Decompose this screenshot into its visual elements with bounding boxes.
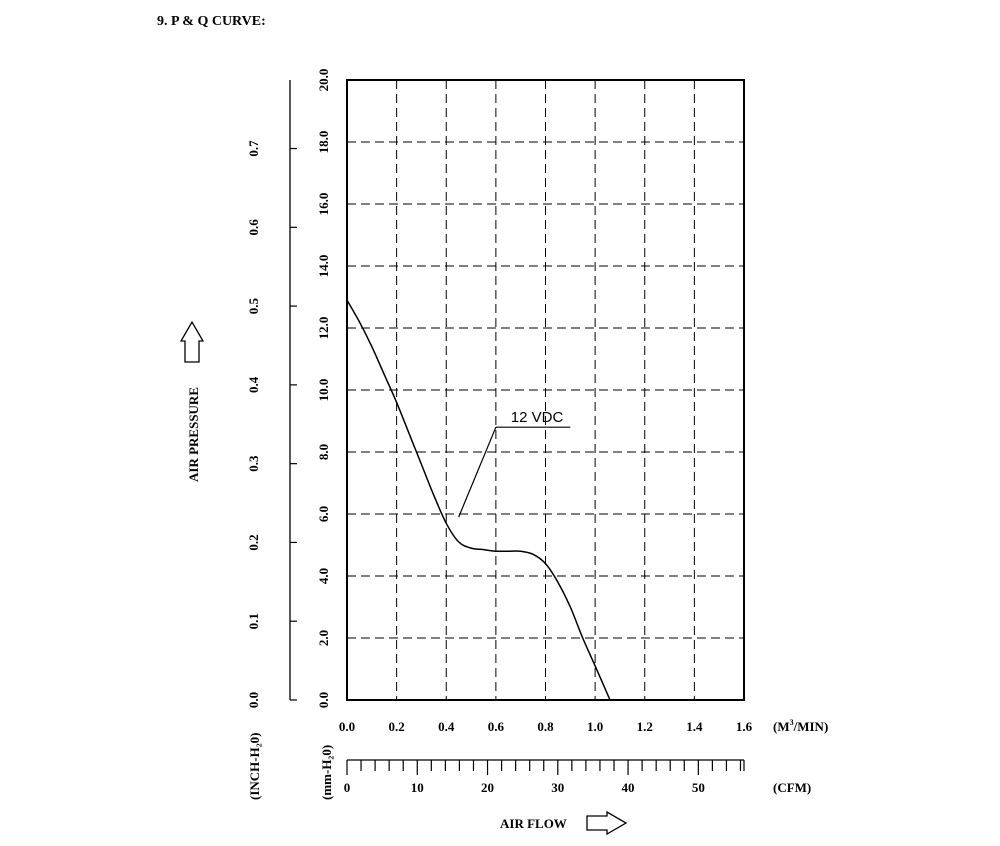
m3-tick-label: 0.8 — [537, 719, 554, 734]
mm-tick-label: 4.0 — [316, 568, 331, 584]
m3-tick-label: 1.6 — [736, 719, 753, 734]
series-label-12vdc: 12 VDC — [511, 409, 564, 426]
m3-tick-label: 0.4 — [438, 719, 455, 734]
m3-tick-label: 1.2 — [637, 719, 653, 734]
inch-unit-label: (INCH-H₂0) — [247, 733, 262, 800]
mm-axis: 0.0 2.0 4.0 6.0 8.0 10.0 12.0 14.0 16.0 18.0 20.0 — [316, 69, 331, 709]
inch-axis: 0.0 0.1 0.2 0.3 0.4 0.5 0.6 0.7 — [246, 140, 297, 708]
series-label-leader — [458, 426, 497, 518]
mm-tick-label: 6.0 — [316, 506, 331, 522]
inch-tick-label: 0.1 — [246, 613, 261, 629]
mm-tick-label: 14.0 — [316, 255, 331, 278]
plot-frame — [346, 79, 745, 701]
series-12vdc-curve — [346, 299, 611, 701]
mm-tick-label: 12.0 — [316, 317, 331, 340]
mm-tick-label: 16.0 — [316, 193, 331, 216]
cfm-tick-label: 20 — [481, 780, 494, 795]
mm-tick-label: 8.0 — [316, 444, 331, 460]
cfm-tick-label: 10 — [411, 780, 424, 795]
mm-tick-label: 0.0 — [316, 692, 331, 708]
cfm-tick-label: 30 — [551, 780, 564, 795]
cfm-unit-label: (CFM) — [773, 780, 811, 795]
cfm-tick-label: 40 — [622, 780, 635, 795]
air-pressure-title: AIR PRESSURE — [186, 387, 201, 482]
inch-tick-label: 0.4 — [246, 376, 261, 393]
inch-tick-label: 0.5 — [246, 297, 261, 314]
m3-tick-label: 0.0 — [339, 719, 355, 734]
cfm-axis: 0 10 20 30 40 50 — [344, 760, 745, 795]
mm-tick-label: 10.0 — [316, 379, 331, 402]
mm-tick-label: 18.0 — [316, 131, 331, 154]
m3-tick-label: 1.4 — [686, 719, 703, 734]
cfm-tick-label: 0 — [344, 780, 351, 795]
page-title: 9. P & Q CURVE: — [157, 14, 266, 29]
cfm-tick-label: 50 — [692, 780, 705, 795]
m3-tick-label: 0.2 — [389, 719, 405, 734]
m3-tick-label: 0.6 — [488, 719, 505, 734]
mm-tick-label: 20.0 — [316, 69, 331, 92]
inch-tick-label: 0.6 — [246, 219, 261, 236]
inch-tick-label: 0.0 — [246, 692, 261, 708]
m3-unit-label: (M3/MIN) — [773, 718, 828, 734]
inch-tick-label: 0.3 — [246, 455, 261, 472]
air-flow-title: AIR FLOW — [500, 816, 567, 831]
m3-axis: 0.0 0.2 0.4 0.6 0.8 1.0 1.2 1.4 1.6 — [339, 719, 753, 734]
mm-unit-label: (mm-H₂0) — [319, 745, 334, 800]
mm-tick-label: 2.0 — [316, 630, 331, 646]
chart-grid — [347, 80, 744, 700]
inch-tick-label: 0.7 — [246, 140, 261, 157]
m3-tick-label: 1.0 — [587, 719, 603, 734]
up-arrow-icon — [179, 320, 205, 363]
right-arrow-icon — [586, 810, 628, 836]
inch-tick-label: 0.2 — [246, 534, 261, 550]
